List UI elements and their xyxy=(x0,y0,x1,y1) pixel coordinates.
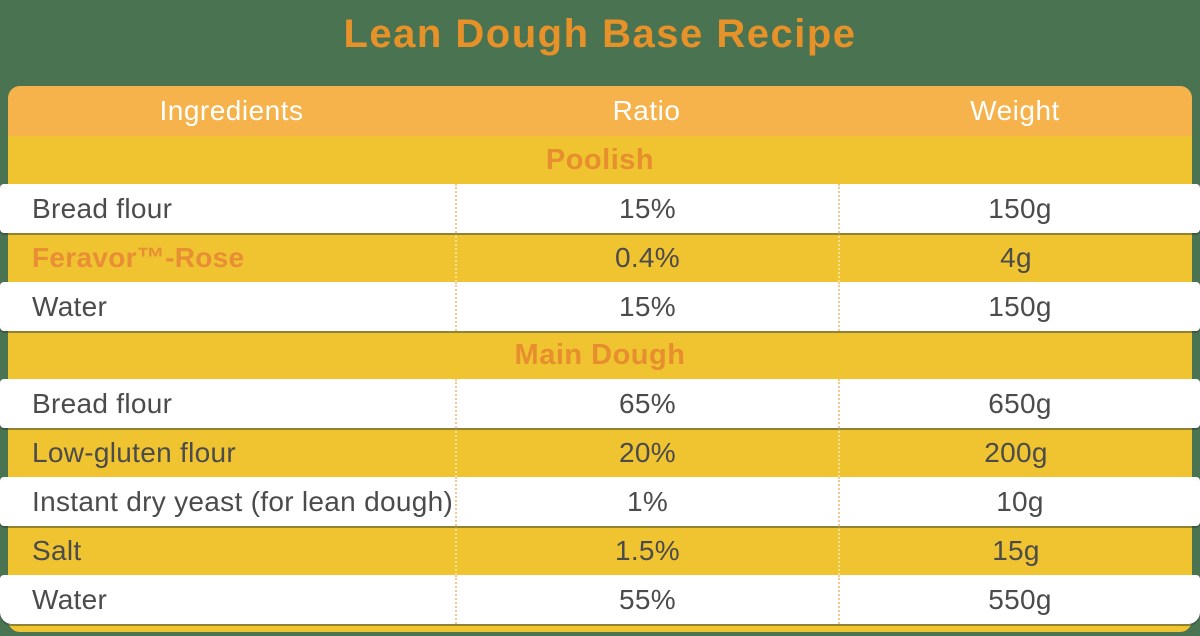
weight-cell: 150g xyxy=(838,282,1200,331)
weight-cell: 200g xyxy=(838,428,1192,477)
weight-cell: 15g xyxy=(838,526,1192,575)
column-header-ratio: Ratio xyxy=(612,95,681,126)
table-row: Instant dry yeast (for lean dough) 1% 10… xyxy=(0,477,1200,526)
table-row: Water 55% 550g xyxy=(0,575,1200,624)
ingredient-cell: Low-gluten flour xyxy=(32,436,237,468)
ratio-cell: 15% xyxy=(455,282,838,331)
ingredient-cell: Salt xyxy=(32,534,82,566)
weight-cell: 150g xyxy=(838,184,1200,233)
ratio-cell: 55% xyxy=(455,575,838,624)
weight-cell: 10g xyxy=(838,477,1200,526)
column-header-ingredients: Ingredients xyxy=(159,95,304,126)
ratio-cell: 20% xyxy=(455,428,838,477)
section-header-poolish: Poolish xyxy=(8,136,1192,184)
table-row: Low-gluten flour 20% 200g xyxy=(8,428,1192,477)
ratio-cell: 65% xyxy=(455,379,838,428)
ratio-cell: 1.5% xyxy=(455,526,838,575)
page-title: Lean Dough Base Recipe xyxy=(343,11,857,56)
ingredient-cell: Bread flour xyxy=(32,387,173,419)
ingredient-cell: Bread flour xyxy=(32,192,173,224)
ingredient-cell: Water xyxy=(32,290,108,322)
table-row: Water 15% 150g xyxy=(0,282,1200,331)
weight-cell: 550g xyxy=(838,575,1200,624)
weight-cell: 650g xyxy=(838,379,1200,428)
ingredient-cell: Instant dry yeast (for lean dough) xyxy=(32,485,454,517)
table-row: Bread flour 65% 650g xyxy=(0,379,1200,428)
recipe-table: Ingredients Ratio Weight Poolish Bread f… xyxy=(0,86,1200,632)
ratio-cell: 1% xyxy=(455,477,838,526)
title-bar: Lean Dough Base Recipe xyxy=(0,0,1200,86)
weight-cell: 4g xyxy=(838,233,1192,282)
column-header-weight: Weight xyxy=(970,95,1060,126)
table-row: Bread flour 15% 150g xyxy=(0,184,1200,233)
table-row: Feravor™-Rose 0.4% 4g xyxy=(8,233,1192,282)
ingredient-cell-highlighted: Feravor™-Rose xyxy=(32,241,245,273)
ratio-cell: 15% xyxy=(455,184,838,233)
section-header-main-dough: Main Dough xyxy=(8,331,1192,379)
table-header-row: Ingredients Ratio Weight xyxy=(8,86,1192,136)
ratio-cell: 0.4% xyxy=(455,233,838,282)
table-row: Salt 1.5% 15g xyxy=(8,526,1192,575)
ingredient-cell: Water xyxy=(32,583,108,615)
